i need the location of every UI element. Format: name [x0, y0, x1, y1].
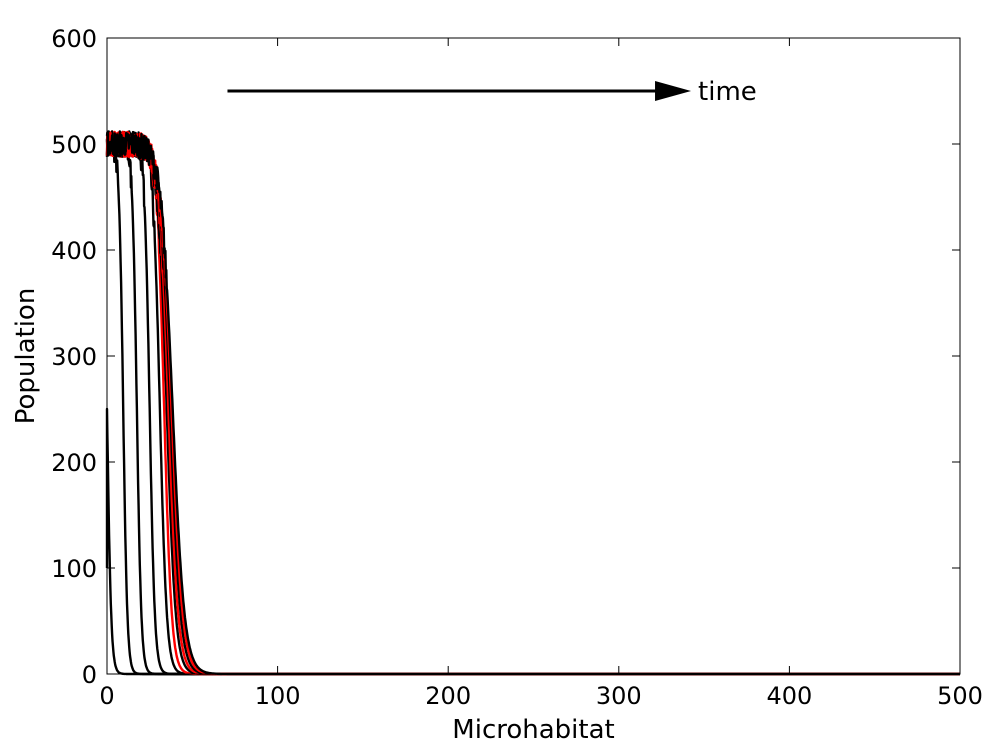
y-tick-label: 300 — [51, 343, 97, 371]
y-tick-label: 0 — [82, 661, 97, 689]
x-axis-label: Microhabitat — [452, 715, 614, 745]
series-line-5 — [105, 131, 960, 676]
annotation-layer: time — [227, 77, 757, 107]
series-line-7 — [105, 130, 960, 676]
x-tick-label: 200 — [425, 682, 471, 710]
x-tick-label: 500 — [937, 682, 983, 710]
series-line-2 — [105, 131, 960, 676]
time-arrow-head — [655, 81, 692, 101]
y-axis-label: Population — [11, 288, 41, 425]
x-tick-label: 400 — [766, 682, 812, 710]
x-tick-label: 300 — [596, 682, 642, 710]
series-line-1 — [105, 132, 960, 676]
ticks-layer: 0 100 200 300 400 500 0 100 200 300 400 500 600 — [51, 25, 983, 710]
plot-frame — [106, 37, 961, 675]
x-tick-label: 0 — [99, 682, 114, 710]
y-tick-label: 600 — [51, 25, 97, 53]
y-tick-label: 500 — [51, 131, 97, 159]
series-line-6 — [105, 130, 960, 676]
series-line-8 — [105, 130, 960, 676]
series-line-3 — [105, 130, 960, 676]
time-annotation: time — [698, 77, 757, 107]
y-tick-label: 200 — [51, 449, 97, 477]
series-line-0 — [105, 407, 960, 676]
series-line-9 — [105, 130, 960, 676]
series-line-4 — [105, 130, 960, 676]
y-tick-label: 100 — [51, 555, 97, 583]
y-tick-label: 400 — [51, 237, 97, 265]
series-line-10 — [105, 131, 960, 676]
series-layer — [105, 130, 960, 676]
x-tick-label: 100 — [255, 682, 301, 710]
